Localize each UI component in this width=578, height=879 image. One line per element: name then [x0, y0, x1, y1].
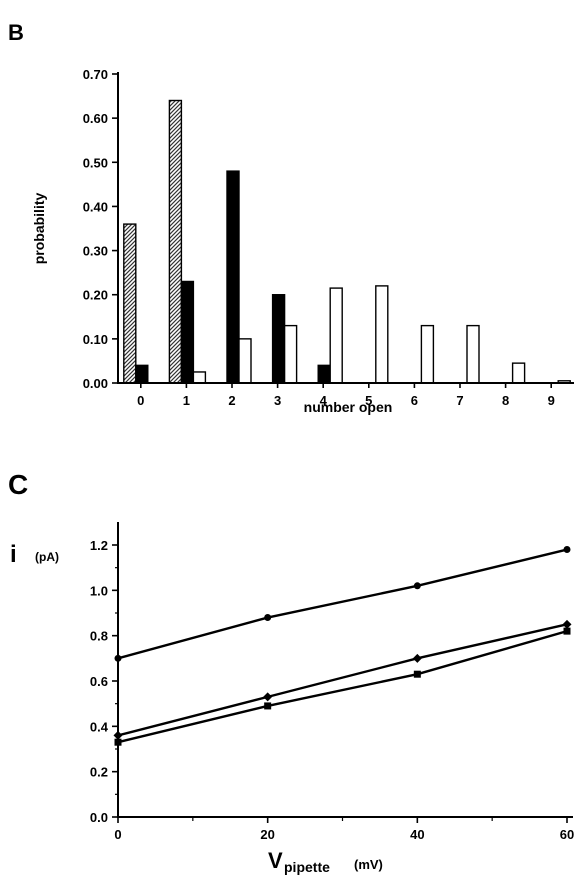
- x-axis-title-subscript: pipette: [284, 859, 330, 875]
- y-tick-label: 0.0: [90, 810, 108, 825]
- x-tick-label: 0: [114, 827, 121, 842]
- x-tick-label: 60: [560, 827, 574, 842]
- x-ticks: 0 20 40 60: [114, 817, 574, 842]
- y-axis-unit: (pA): [35, 550, 59, 564]
- x-tick-label: 8: [502, 393, 509, 408]
- x-tick-label: 3: [274, 393, 281, 408]
- y-tick-label: 0.20: [83, 288, 108, 303]
- series-line: [117, 629, 568, 744]
- x-ticks: 0 1 2 3 4 5 6 7 8 9: [137, 383, 555, 408]
- y-tick-label: 0.50: [83, 155, 108, 170]
- series-markers: [113, 546, 572, 746]
- bar: [192, 371, 207, 384]
- x-axis-unit: (mV): [354, 857, 383, 872]
- bar: [135, 364, 149, 384]
- y-tick-label: 0.2: [90, 765, 108, 780]
- data-point: [412, 653, 422, 663]
- x-axis-title: number open: [304, 399, 393, 415]
- current-voltage-line-chart: 0.0 0.2 0.4 0.6 0.8 1.0 1.2 0 20 40 60 i (pA) V p…: [10, 522, 574, 875]
- y-tick-label: 0.4: [90, 719, 109, 734]
- data-point: [563, 627, 571, 635]
- series-lines: [117, 548, 568, 744]
- y-tick-label: 0.6: [90, 674, 108, 689]
- data-point: [562, 619, 572, 629]
- data-point: [413, 582, 421, 590]
- x-tick-label: 20: [260, 827, 274, 842]
- y-tick-label: 0.10: [83, 332, 108, 347]
- bar: [226, 170, 240, 384]
- x-tick-label: 4: [320, 393, 328, 408]
- x-tick-label: 7: [456, 393, 463, 408]
- bar: [123, 223, 137, 384]
- x-tick-label: 5: [365, 393, 372, 408]
- bar: [283, 324, 298, 384]
- data-point: [563, 546, 571, 554]
- y-tick-label: 0.40: [83, 199, 108, 214]
- y-axis-title: probability: [31, 193, 47, 265]
- bar-group: [123, 99, 571, 384]
- data-point: [264, 614, 272, 622]
- panel-b-letter: B: [8, 20, 24, 45]
- y-tick-label: 0.00: [83, 376, 108, 391]
- bar: [168, 99, 183, 384]
- bar: [271, 294, 286, 384]
- y-ticks: 0.0 0.2 0.4 0.6 0.8 1.0 1.2: [90, 538, 118, 825]
- y-tick-label: 0.30: [83, 244, 108, 259]
- y-tick-label: 1.0: [90, 583, 108, 598]
- x-tick-label: 0: [137, 393, 144, 408]
- bar: [180, 280, 195, 384]
- panel-c-letter: C: [8, 469, 28, 500]
- bar: [329, 287, 343, 384]
- x-tick-label: 9: [548, 393, 555, 408]
- bar: [317, 364, 331, 384]
- bar: [420, 324, 435, 384]
- bar: [375, 285, 389, 384]
- data-point: [413, 670, 421, 678]
- bar: [466, 324, 480, 384]
- series-line: [117, 548, 568, 660]
- y-tick-label: 1.2: [90, 538, 108, 553]
- probability-bar-chart: 0.00 0.10 0.20 0.30 0.40 0.50 0.60 0.70 0 1 2 3 4 5 6…: [31, 67, 574, 415]
- series-line: [117, 623, 568, 737]
- x-tick-label: 1: [183, 393, 190, 408]
- y-ticks: 0.00 0.10 0.20 0.30 0.40 0.50 0.60 0.70: [83, 67, 118, 391]
- bar: [511, 362, 526, 384]
- y-tick-label: 0.70: [83, 67, 108, 82]
- y-axis-title: i: [10, 541, 17, 568]
- x-tick-label: 40: [410, 827, 424, 842]
- x-tick-label: 2: [228, 393, 235, 408]
- x-axis-title: V: [268, 848, 283, 873]
- data-point: [263, 692, 273, 702]
- data-point: [264, 702, 272, 710]
- y-tick-label: 0.60: [83, 111, 108, 126]
- x-tick-label: 6: [411, 393, 418, 408]
- bar: [238, 338, 252, 384]
- y-tick-label: 0.8: [90, 629, 108, 644]
